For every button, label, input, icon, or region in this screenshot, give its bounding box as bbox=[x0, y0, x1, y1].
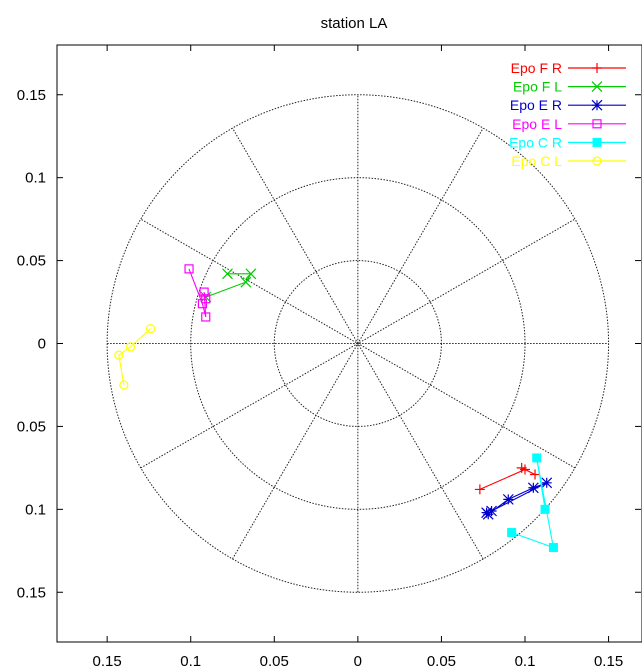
data-point bbox=[199, 287, 209, 297]
x-tick-label: 0.15 bbox=[594, 653, 623, 670]
data-point bbox=[114, 350, 124, 360]
data-point bbox=[197, 299, 208, 309]
data-point bbox=[119, 380, 129, 390]
series-epo-f-r bbox=[474, 462, 541, 495]
axes: 0.15 0.1 0.05 0 0.05 0.1 0.15 0.15 0.1 0.05 0 0.05 0… bbox=[17, 44, 642, 670]
data-point bbox=[245, 268, 257, 280]
legend-marker bbox=[592, 156, 602, 166]
x-tick-label: 0.1 bbox=[180, 653, 201, 670]
legend-entry: Epo F R bbox=[511, 60, 626, 76]
series-layer bbox=[114, 264, 558, 552]
data-point bbox=[486, 505, 497, 517]
legend-label: Epo C L bbox=[511, 153, 562, 169]
legend-marker bbox=[592, 119, 602, 129]
series-epo-c-r bbox=[507, 453, 558, 552]
data-point bbox=[530, 469, 541, 480]
series-epo-e-l bbox=[184, 264, 211, 322]
legend-entry: Epo F L bbox=[513, 79, 626, 95]
legend-label: Epo C R bbox=[509, 134, 562, 150]
legend-entry: Epo C L bbox=[511, 153, 626, 169]
legend-label: Epo F R bbox=[511, 60, 562, 76]
data-point bbox=[541, 477, 553, 489]
data-point bbox=[474, 484, 485, 495]
data-point bbox=[540, 504, 550, 514]
series-line bbox=[479, 467, 536, 490]
y-tick-label: 0.1 bbox=[25, 170, 46, 187]
x-tick-label: 0.05 bbox=[427, 653, 456, 670]
legend-entry: Epo E L bbox=[512, 116, 626, 132]
y-tick-label: 0.1 bbox=[25, 501, 46, 518]
legend-label: Epo E L bbox=[512, 116, 562, 132]
data-point bbox=[146, 323, 156, 334]
x-tick-label: 0.15 bbox=[93, 653, 122, 670]
y-tick-label: 0.15 bbox=[17, 87, 46, 104]
series-line bbox=[511, 457, 555, 549]
x-tick-label: 0.1 bbox=[515, 653, 536, 670]
polar-grid bbox=[106, 94, 610, 593]
data-point bbox=[507, 528, 517, 538]
y-tick-label: 0.05 bbox=[17, 418, 46, 435]
legend-marker bbox=[591, 81, 603, 93]
legend-entry: Epo C R bbox=[509, 134, 626, 150]
legend-marker bbox=[591, 99, 603, 111]
data-point bbox=[240, 276, 252, 288]
legend-label: Epo F L bbox=[513, 79, 562, 95]
chart-title: station LA bbox=[321, 15, 388, 32]
data-point bbox=[222, 268, 233, 280]
series-epo-c-l bbox=[114, 323, 156, 390]
data-point bbox=[184, 264, 194, 274]
x-tick-label: 0 bbox=[354, 653, 362, 670]
series-line bbox=[118, 328, 151, 386]
legend-label: Epo E R bbox=[510, 97, 562, 113]
y-tick-label: 0.15 bbox=[17, 584, 46, 601]
y-tick-label: 0.05 bbox=[17, 253, 46, 270]
data-point bbox=[527, 482, 539, 494]
data-point bbox=[532, 453, 542, 463]
legend-marker bbox=[592, 137, 602, 147]
data-point bbox=[201, 294, 211, 304]
series-line bbox=[205, 273, 252, 298]
grid-spoke-150 bbox=[140, 218, 576, 469]
series-epo-e-r bbox=[481, 477, 553, 520]
data-point bbox=[516, 462, 527, 473]
series-epo-f-l bbox=[200, 268, 257, 303]
series-line bbox=[188, 268, 207, 318]
data-point bbox=[201, 312, 211, 322]
legend: Epo F R Epo F L Epo E R Epo E L Epo C R Epo C… bbox=[509, 60, 626, 169]
data-point bbox=[502, 493, 514, 505]
data-point bbox=[125, 342, 136, 352]
legend-entry: Epo E R bbox=[510, 97, 626, 113]
data-point bbox=[548, 542, 558, 552]
x-tick-label: 0.05 bbox=[260, 653, 289, 670]
legend-marker bbox=[592, 63, 602, 73]
y-tick-label: 0 bbox=[38, 336, 46, 353]
